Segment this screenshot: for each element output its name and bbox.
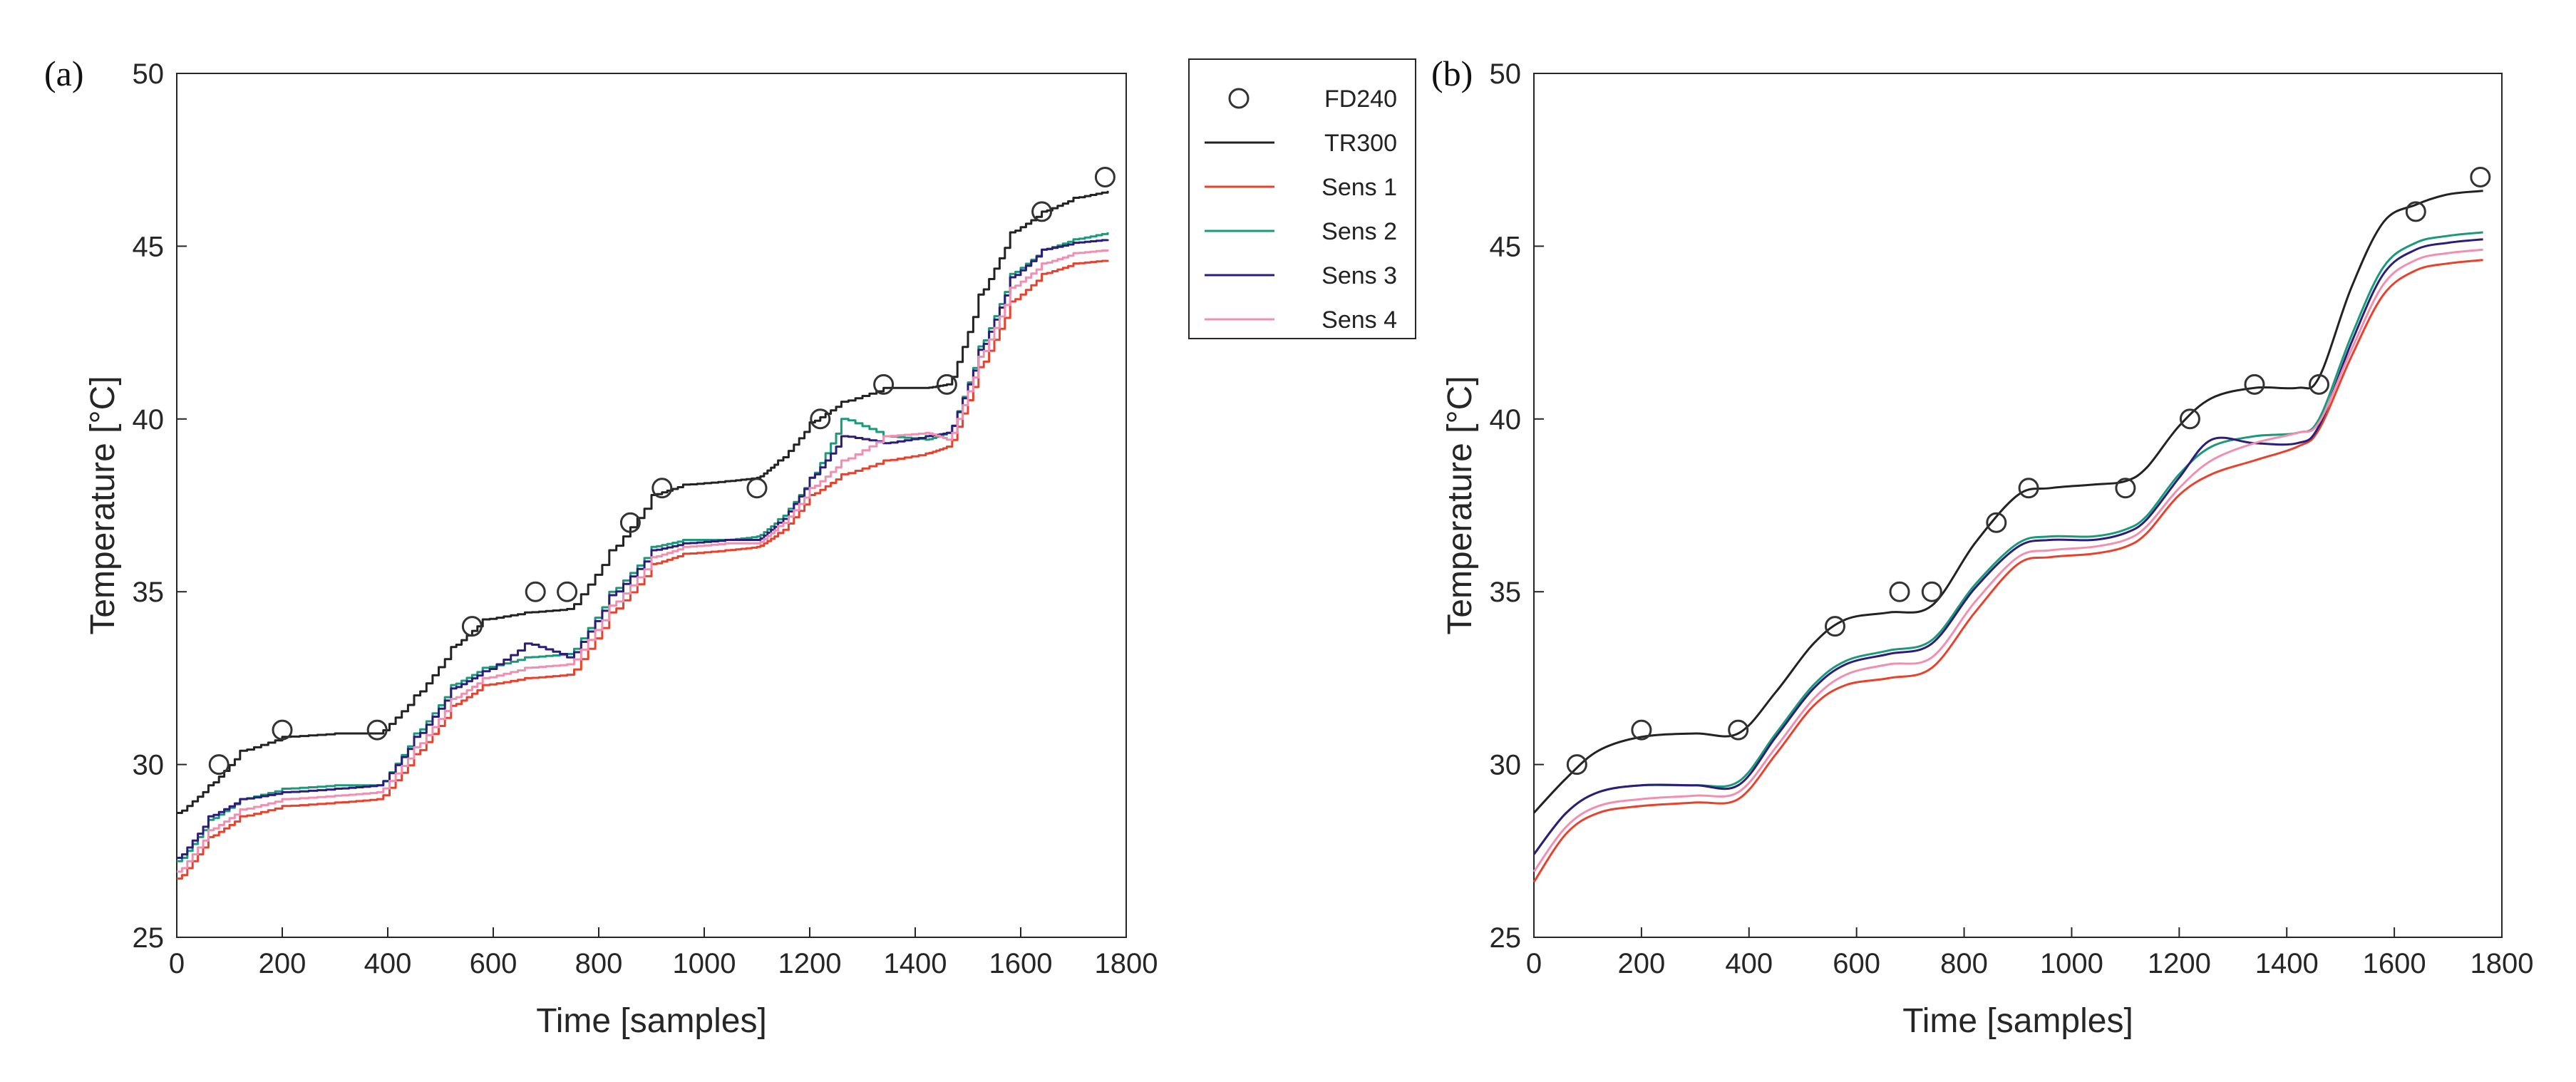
series-line-sens1-b — [1532, 259, 2483, 883]
x-tick-label-a: 0 — [169, 948, 185, 979]
fd240-marker-a — [525, 581, 546, 602]
legend-label-sens4: Sens 4 — [1322, 306, 1397, 334]
series-line-sens4-b — [1532, 248, 2483, 872]
series-b — [1532, 190, 2483, 883]
fd240-marker-b — [2018, 478, 2039, 499]
fd240-marker-a — [461, 616, 483, 637]
x-tick-label-a: 1200 — [778, 948, 842, 979]
panel-b: (b) Time [samples] Temperature [°C] 0 200… — [1431, 53, 2533, 1040]
legend-label-sens1: Sens 1 — [1322, 174, 1397, 201]
legend-symbol-fd240 — [1228, 88, 1250, 109]
x-tick-label-a: 1800 — [1095, 948, 1158, 979]
x-tick-label-a: 200 — [259, 948, 306, 979]
x-tick-label-a: 1600 — [989, 948, 1053, 979]
legend-label-fd240: FD240 — [1324, 86, 1397, 113]
series-line-sens4-a — [177, 249, 1109, 873]
y-tick-label-a: 25 — [133, 922, 165, 954]
fd240-marker-b — [1824, 616, 1845, 637]
series-line-sens2-b — [1532, 231, 2483, 855]
x-tick-label-a: 400 — [364, 948, 412, 979]
series-line-tr300-b — [1532, 190, 2483, 814]
y-tick-label-b: 50 — [1490, 58, 1522, 90]
x-tick-label-b: 1400 — [2255, 948, 2319, 979]
x-tick-label-b: 1600 — [2363, 948, 2426, 979]
fd240-marker-b — [2179, 408, 2200, 430]
y-ticks-b: 25 30 35 40 45 50 — [1490, 58, 1544, 954]
x-axis-label-a: Time [samples] — [536, 1002, 767, 1040]
fd240-marker-a — [619, 512, 641, 533]
series-line-tr300-a — [177, 190, 1109, 814]
fd240-marker-b — [1986, 512, 2007, 533]
fd240-marker-a — [936, 373, 957, 395]
fd240-marker-a — [272, 719, 293, 741]
x-ticks-b: 0 200 400 600 800 1000 1200 1400 1600 1800 — [1526, 927, 2534, 979]
series-line-sens3-a — [177, 238, 1109, 859]
y-tick-label-b: 40 — [1490, 404, 1522, 436]
y-tick-label-b: 25 — [1490, 922, 1522, 954]
fd240-marker-a — [366, 719, 388, 741]
y-axis-label-b: Temperature [°C] — [1441, 376, 1479, 634]
x-tick-label-b: 200 — [1618, 948, 1666, 979]
series-a — [177, 190, 1109, 880]
fd240-marker-a — [746, 478, 768, 499]
x-ticks-a: 0 200 400 600 800 1000 1200 1400 1600 1800 — [169, 927, 1158, 979]
fd240-marker-b — [1566, 754, 1587, 776]
x-tick-label-a: 1000 — [673, 948, 736, 979]
panel-label-a: (a) — [44, 53, 84, 93]
series-line-sens3-b — [1532, 238, 2483, 855]
legend-label-sens2: Sens 2 — [1322, 218, 1397, 245]
legend: FD240 TR300 Sens 1 Sens 2 Sens 3 Sens 4 — [1188, 58, 1416, 339]
fd240-marker-b — [1921, 581, 1942, 602]
x-tick-label-b: 1200 — [2148, 948, 2211, 979]
fd240-marker-a — [1031, 201, 1053, 222]
y-tick-label-a: 30 — [133, 750, 165, 781]
x-tick-label-a: 600 — [470, 948, 517, 979]
y-axis-label-a: Temperature [°C] — [84, 376, 122, 634]
fd240-marker-a — [1094, 166, 1116, 187]
x-tick-label-b: 600 — [1833, 948, 1880, 979]
panel-label-b: (b) — [1431, 53, 1473, 93]
x-axis-label-b: Time [samples] — [1902, 1002, 2133, 1040]
fd240-marker-a — [651, 478, 673, 499]
fd240-marker-b — [2405, 201, 2426, 222]
legend-label-tr300: TR300 — [1324, 130, 1397, 157]
x-tick-label-b: 400 — [1725, 948, 1773, 979]
fd240-marker-b — [1889, 581, 1910, 602]
x-tick-label-a: 1400 — [884, 948, 947, 979]
x-tick-label-b: 1000 — [2040, 948, 2103, 979]
x-tick-label-b: 800 — [1940, 948, 1988, 979]
series-line-sens1-a — [177, 259, 1109, 880]
panel-a: (a) Time [samples] Temperature [°C] 0 200… — [44, 53, 1158, 1040]
x-tick-label-b: 0 — [1526, 948, 1542, 979]
y-tick-label-a: 40 — [133, 404, 165, 436]
fd240-marker-a — [810, 408, 831, 430]
x-tick-label-b: 1800 — [2471, 948, 2534, 979]
y-tick-label-b: 35 — [1490, 577, 1522, 608]
fd240-marker-b — [2115, 478, 2136, 499]
markers-a — [208, 166, 1116, 776]
fd240-marker-b — [1631, 719, 1652, 741]
fd240-marker-a — [208, 754, 230, 776]
y-tick-label-b: 30 — [1490, 750, 1522, 781]
y-tick-label-a: 35 — [133, 577, 165, 608]
fd240-marker-b — [2308, 373, 2329, 395]
fd240-marker-b — [2470, 166, 2491, 187]
y-tick-label-b: 45 — [1490, 231, 1522, 262]
markers-b — [1566, 166, 2491, 776]
legend-label-sens3: Sens 3 — [1322, 262, 1397, 289]
legend-box — [1188, 58, 1416, 339]
fd240-marker-a — [873, 373, 895, 395]
fd240-marker-a — [557, 581, 578, 602]
y-tick-label-a: 50 — [133, 58, 165, 90]
y-ticks-a: 25 30 35 40 45 50 — [133, 58, 187, 954]
x-tick-label-a: 800 — [575, 948, 623, 979]
fd240-marker-b — [1728, 719, 1749, 741]
plot-area-b — [1533, 73, 2503, 938]
y-tick-label-a: 45 — [133, 231, 165, 262]
fd240-marker-b — [2244, 373, 2265, 395]
